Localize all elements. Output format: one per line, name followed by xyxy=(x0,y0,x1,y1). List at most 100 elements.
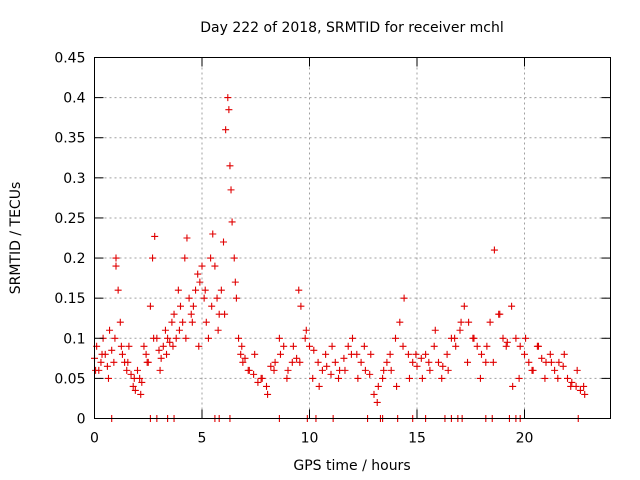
x-tick-label: 0 xyxy=(90,431,99,447)
y-axis-label: SRMTID / TECUs xyxy=(8,182,24,295)
data-point xyxy=(98,350,106,358)
data-point xyxy=(349,334,356,342)
data-point xyxy=(168,318,176,326)
data-point xyxy=(241,354,249,362)
data-point xyxy=(169,342,177,350)
data-point xyxy=(175,326,183,334)
data-point xyxy=(271,358,279,366)
data-point xyxy=(328,342,336,350)
data-point xyxy=(195,342,203,350)
data-point xyxy=(478,350,485,358)
data-point xyxy=(515,374,523,382)
data-point xyxy=(559,362,567,370)
data-point xyxy=(444,366,452,374)
data-point xyxy=(310,346,318,354)
data-point xyxy=(159,342,167,350)
data-point xyxy=(142,350,150,358)
data-point xyxy=(164,334,172,342)
data-point xyxy=(289,342,297,350)
data-point xyxy=(103,362,111,370)
data-point xyxy=(207,254,215,262)
data-point xyxy=(380,366,388,374)
data-point xyxy=(418,374,426,382)
y-tick-label: 0.3 xyxy=(63,171,85,187)
data-point xyxy=(117,342,125,350)
data-point xyxy=(457,318,465,326)
data-point xyxy=(226,162,234,170)
data-point xyxy=(183,234,191,242)
data-point xyxy=(143,358,151,366)
data-point xyxy=(275,334,283,342)
data-point xyxy=(551,366,559,374)
data-point xyxy=(239,358,247,366)
data-point xyxy=(370,390,378,398)
data-point xyxy=(396,318,404,326)
data-point xyxy=(438,374,446,382)
y-tick-label: 0.35 xyxy=(54,131,85,147)
x-tick-label: 5 xyxy=(198,431,207,447)
data-point xyxy=(404,350,412,358)
y-tick-label: 0.15 xyxy=(54,291,85,307)
data-point xyxy=(314,358,322,366)
data-point xyxy=(222,126,230,134)
data-point xyxy=(496,310,504,318)
data-point xyxy=(580,382,588,390)
data-point xyxy=(347,350,355,358)
data-point xyxy=(302,326,310,334)
data-point xyxy=(555,358,563,366)
data-point xyxy=(196,278,204,286)
data-point xyxy=(118,350,126,358)
x-tick-labels: 0 5 10 15 20 xyxy=(90,431,533,447)
data-point xyxy=(301,334,309,342)
data-point xyxy=(522,334,530,342)
data-point xyxy=(486,318,494,326)
x-tick-label: 15 xyxy=(408,431,426,447)
data-point xyxy=(110,358,118,366)
data-point xyxy=(127,370,135,378)
data-point xyxy=(134,366,141,374)
data-point xyxy=(228,218,236,226)
data-point xyxy=(374,382,382,390)
data-point xyxy=(283,374,291,382)
data-point xyxy=(322,350,330,358)
data-point xyxy=(106,326,114,334)
data-point xyxy=(417,354,425,362)
data-point xyxy=(409,358,417,366)
data-point xyxy=(361,366,369,374)
data-point xyxy=(263,382,270,390)
data-point xyxy=(244,366,252,374)
data-point xyxy=(181,254,189,262)
data-point xyxy=(276,350,284,358)
data-point xyxy=(163,350,171,358)
data-point xyxy=(166,338,174,346)
data-point xyxy=(201,286,209,294)
axis-ticks xyxy=(94,57,611,419)
data-point xyxy=(489,358,497,366)
data-point xyxy=(232,294,240,302)
data-point xyxy=(412,350,420,358)
data-point xyxy=(251,350,259,358)
data-point xyxy=(323,362,331,370)
data-point xyxy=(426,366,434,374)
data-point xyxy=(192,286,200,294)
data-point xyxy=(149,254,157,262)
data-point xyxy=(238,342,246,350)
data-point xyxy=(503,338,511,346)
data-point xyxy=(151,232,159,240)
data-point xyxy=(568,378,576,386)
y-tick-labels: 0 0.05 0.1 0.15 0.2 0.25 0.3 0.35 0.4 0.45 xyxy=(54,51,85,428)
data-point xyxy=(257,374,265,382)
data-point xyxy=(194,270,202,278)
data-point xyxy=(354,374,362,382)
data-point xyxy=(156,366,164,374)
data-point xyxy=(482,358,490,366)
data-point xyxy=(528,366,536,374)
data-point xyxy=(189,302,197,310)
data-point xyxy=(340,354,348,362)
data-point xyxy=(564,374,571,382)
data-point xyxy=(470,334,478,342)
data-point xyxy=(174,286,182,294)
data-points xyxy=(91,94,589,422)
data-point xyxy=(204,334,212,342)
